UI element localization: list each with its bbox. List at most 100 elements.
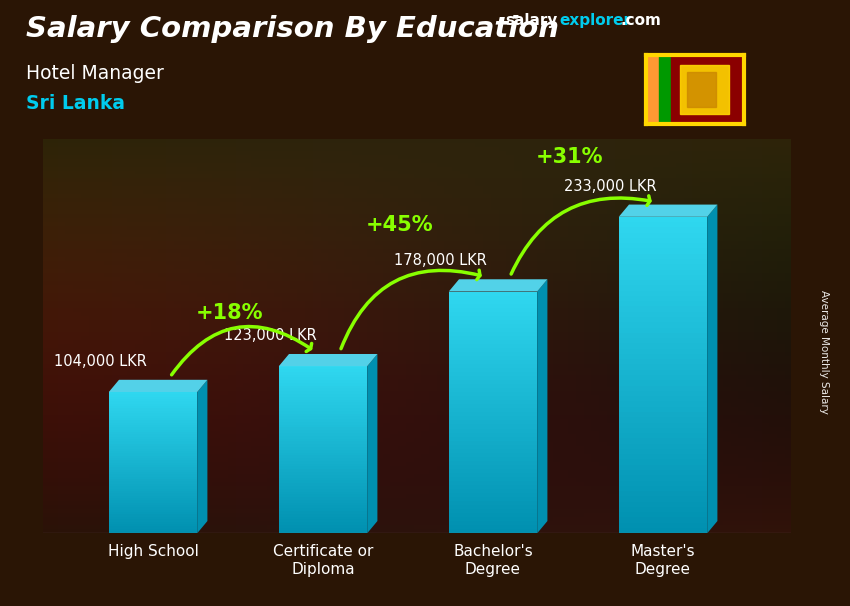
Bar [619, 264, 707, 270]
Text: +45%: +45% [366, 215, 434, 235]
Bar [279, 450, 367, 453]
Bar [279, 447, 367, 450]
Bar [449, 408, 537, 413]
Bar [109, 397, 197, 399]
Bar [109, 392, 197, 395]
Bar [449, 525, 537, 529]
Bar [109, 502, 197, 505]
Bar [109, 484, 197, 486]
Bar [619, 301, 707, 307]
Bar [109, 441, 197, 444]
Bar [619, 354, 707, 359]
Bar [619, 233, 707, 238]
Bar [279, 519, 367, 522]
Bar [279, 397, 367, 399]
Bar [619, 243, 707, 248]
Bar [449, 364, 537, 368]
Bar [109, 411, 197, 413]
Text: +18%: +18% [196, 303, 264, 323]
Bar [449, 372, 537, 376]
Bar [109, 467, 197, 470]
Bar [279, 444, 367, 447]
Bar [659, 55, 672, 124]
Bar [619, 470, 707, 475]
Polygon shape [449, 279, 547, 291]
Bar [619, 518, 707, 523]
Bar [279, 511, 367, 514]
Bar [279, 500, 367, 502]
Bar [279, 505, 367, 508]
Bar [449, 316, 537, 320]
Bar [109, 470, 197, 472]
Bar [619, 259, 707, 264]
Bar [279, 383, 367, 385]
Bar [109, 498, 197, 501]
Bar [449, 529, 537, 533]
Bar [279, 402, 367, 405]
Bar [687, 72, 717, 107]
Bar [109, 510, 197, 512]
Bar [279, 525, 367, 528]
Bar [619, 507, 707, 512]
Bar [619, 280, 707, 285]
Bar [619, 459, 707, 465]
Bar [619, 307, 707, 311]
Bar [449, 489, 537, 493]
Bar [279, 375, 367, 378]
Bar [619, 359, 707, 364]
Bar [449, 436, 537, 441]
Bar [449, 421, 537, 424]
Bar [619, 227, 707, 233]
Bar [619, 338, 707, 344]
Bar [109, 496, 197, 498]
Bar [279, 378, 367, 380]
Text: 233,000 LKR: 233,000 LKR [564, 179, 656, 194]
Bar [279, 478, 367, 481]
Bar [109, 514, 197, 517]
Bar [109, 493, 197, 496]
Polygon shape [197, 380, 207, 533]
Bar [109, 430, 197, 432]
Bar [619, 438, 707, 444]
Bar [449, 485, 537, 489]
Bar [619, 285, 707, 291]
Bar [619, 222, 707, 227]
Bar [449, 401, 537, 404]
Bar [279, 380, 367, 383]
Bar [109, 477, 197, 479]
Bar [109, 505, 197, 507]
Bar [279, 516, 367, 519]
Bar [449, 441, 537, 445]
Bar [109, 401, 197, 404]
Bar [449, 376, 537, 380]
Bar [279, 391, 367, 394]
Bar [109, 437, 197, 439]
Bar [619, 481, 707, 486]
Bar [279, 422, 367, 425]
Bar [619, 328, 707, 333]
Bar [279, 436, 367, 439]
Bar [619, 385, 707, 391]
Bar [449, 424, 537, 428]
Bar [619, 254, 707, 259]
Bar [449, 352, 537, 356]
Bar [672, 55, 744, 124]
Bar [279, 488, 367, 491]
Bar [279, 508, 367, 511]
Text: .com: .com [620, 13, 661, 28]
Bar [619, 454, 707, 459]
Bar [449, 328, 537, 332]
Bar [449, 521, 537, 525]
Bar [279, 430, 367, 433]
Bar [109, 488, 197, 491]
Text: 123,000 LKR: 123,000 LKR [224, 328, 317, 343]
Bar [619, 317, 707, 322]
Bar [619, 322, 707, 328]
Bar [449, 469, 537, 473]
Bar [109, 512, 197, 514]
Bar [449, 404, 537, 408]
Bar [109, 472, 197, 474]
Bar [279, 497, 367, 500]
Bar [449, 413, 537, 416]
Bar [619, 248, 707, 254]
